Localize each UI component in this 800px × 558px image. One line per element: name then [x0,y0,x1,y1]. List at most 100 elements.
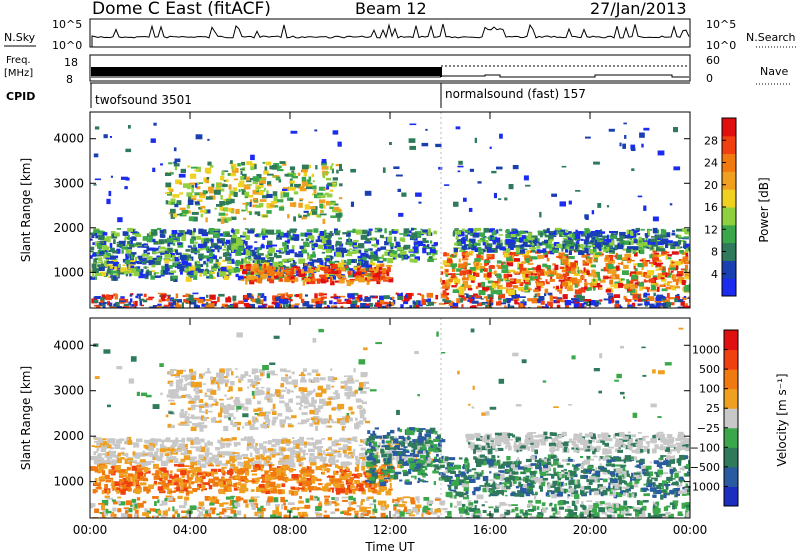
scatter-cell [383,279,385,281]
scatter-cell [640,260,644,262]
scatter-cell [269,279,274,283]
scatter-cell [318,453,323,455]
scatter-cell [593,259,596,261]
scatter-cell [447,258,452,263]
scatter-cell [524,285,528,289]
scatter-cell [292,372,295,375]
scatter-cell [130,294,133,296]
scatter-cell [469,242,471,247]
scatter-cell [345,386,352,391]
scatter-cell [280,169,284,171]
scatter-cell [302,169,308,172]
scatter-cell [107,452,110,456]
scatter-cell [189,216,194,221]
scatter-cell [271,374,278,376]
scatter-cell [498,198,501,200]
scatter-cell [289,187,295,191]
scatter-cell [130,266,134,269]
scatter-cell [189,421,192,423]
scatter-cell [607,293,613,295]
scatter-cell [652,257,658,260]
scatter-cell [243,218,246,220]
scatter-cell [188,200,194,206]
scatter-cell [166,200,169,204]
scatter-cell [117,217,122,222]
scatter-cell [497,290,503,295]
scatter-cell [170,270,176,273]
scatter-cell [256,205,261,208]
scatter-cell [309,410,314,415]
scatter-cell [347,242,353,245]
scatter-cell [270,394,275,397]
scatter-cell [507,298,511,303]
scatter-cell [359,298,363,301]
scatter-cell [178,440,184,442]
scatter-cell [217,219,221,222]
scatter-cell [644,280,649,282]
scatter-cell [427,293,433,298]
scatter-cell [530,256,537,258]
scatter-cell [569,201,572,205]
scatter-cell [338,142,342,147]
scatter-cell [492,285,497,288]
scatter-cell [332,386,335,388]
scatter-cell [215,461,222,465]
scatter-cell [510,279,514,281]
scatter-cell [453,303,459,307]
scatter-cell [608,264,614,269]
scatter-cell [224,244,226,248]
scatter-cell [358,243,364,248]
scatter-cell [609,231,614,233]
scatter-cell [271,245,276,247]
frequency-band-twofsound [91,67,441,76]
scatter-cell [226,201,232,204]
scatter-cell [205,217,207,222]
scatter-cell [506,283,512,287]
scatter-cell [488,257,493,259]
scatter-cell [128,473,133,477]
scatter-cell [221,452,224,455]
scatter-cell [341,296,346,298]
scatter-cell [246,246,252,249]
scatter-cell [214,399,218,402]
scatter-cell [211,272,215,274]
scatter-cell [483,242,486,245]
scatter-cell [298,203,303,208]
scatter-cell [475,138,477,143]
scatter-cell [330,166,333,170]
scatter-cell [407,256,410,259]
scatter-cell [669,243,674,245]
scatter-cell [304,264,306,266]
scatter-cell [354,425,361,427]
scatter-cell [357,266,360,268]
scatter-cell [128,235,130,240]
scatter-cell [280,369,287,372]
scatter-cell [245,279,247,285]
scatter-cell [379,296,384,301]
scatter-cell [114,233,120,237]
scatter-cell [301,299,304,303]
scatter-cell [325,269,331,272]
scatter-cell [197,249,202,251]
scatter-cell [641,299,646,302]
scatter-cell [287,198,290,201]
scatter-cell [315,298,321,301]
scatter-cell [354,245,359,247]
scatter-cell [513,165,519,169]
scatter-cell [579,270,581,273]
scatter-cell [498,279,500,284]
scatter-cell [344,454,348,458]
scatter-cell [444,184,449,186]
scatter-cell [328,245,332,247]
scatter-cell [394,237,396,242]
nave-label: Nave [760,65,788,78]
cpid-panel: CPID twofsound 3501 normalsound (fast) 1… [6,83,690,108]
scatter-cell [252,416,256,420]
scatter-cell [409,138,416,143]
scatter-cell [249,202,251,207]
scatter-cell [285,374,288,376]
scatter-cell [213,264,217,269]
scatter-cell [684,296,687,298]
scatter-cell [329,300,333,304]
scatter-cell [627,261,631,263]
